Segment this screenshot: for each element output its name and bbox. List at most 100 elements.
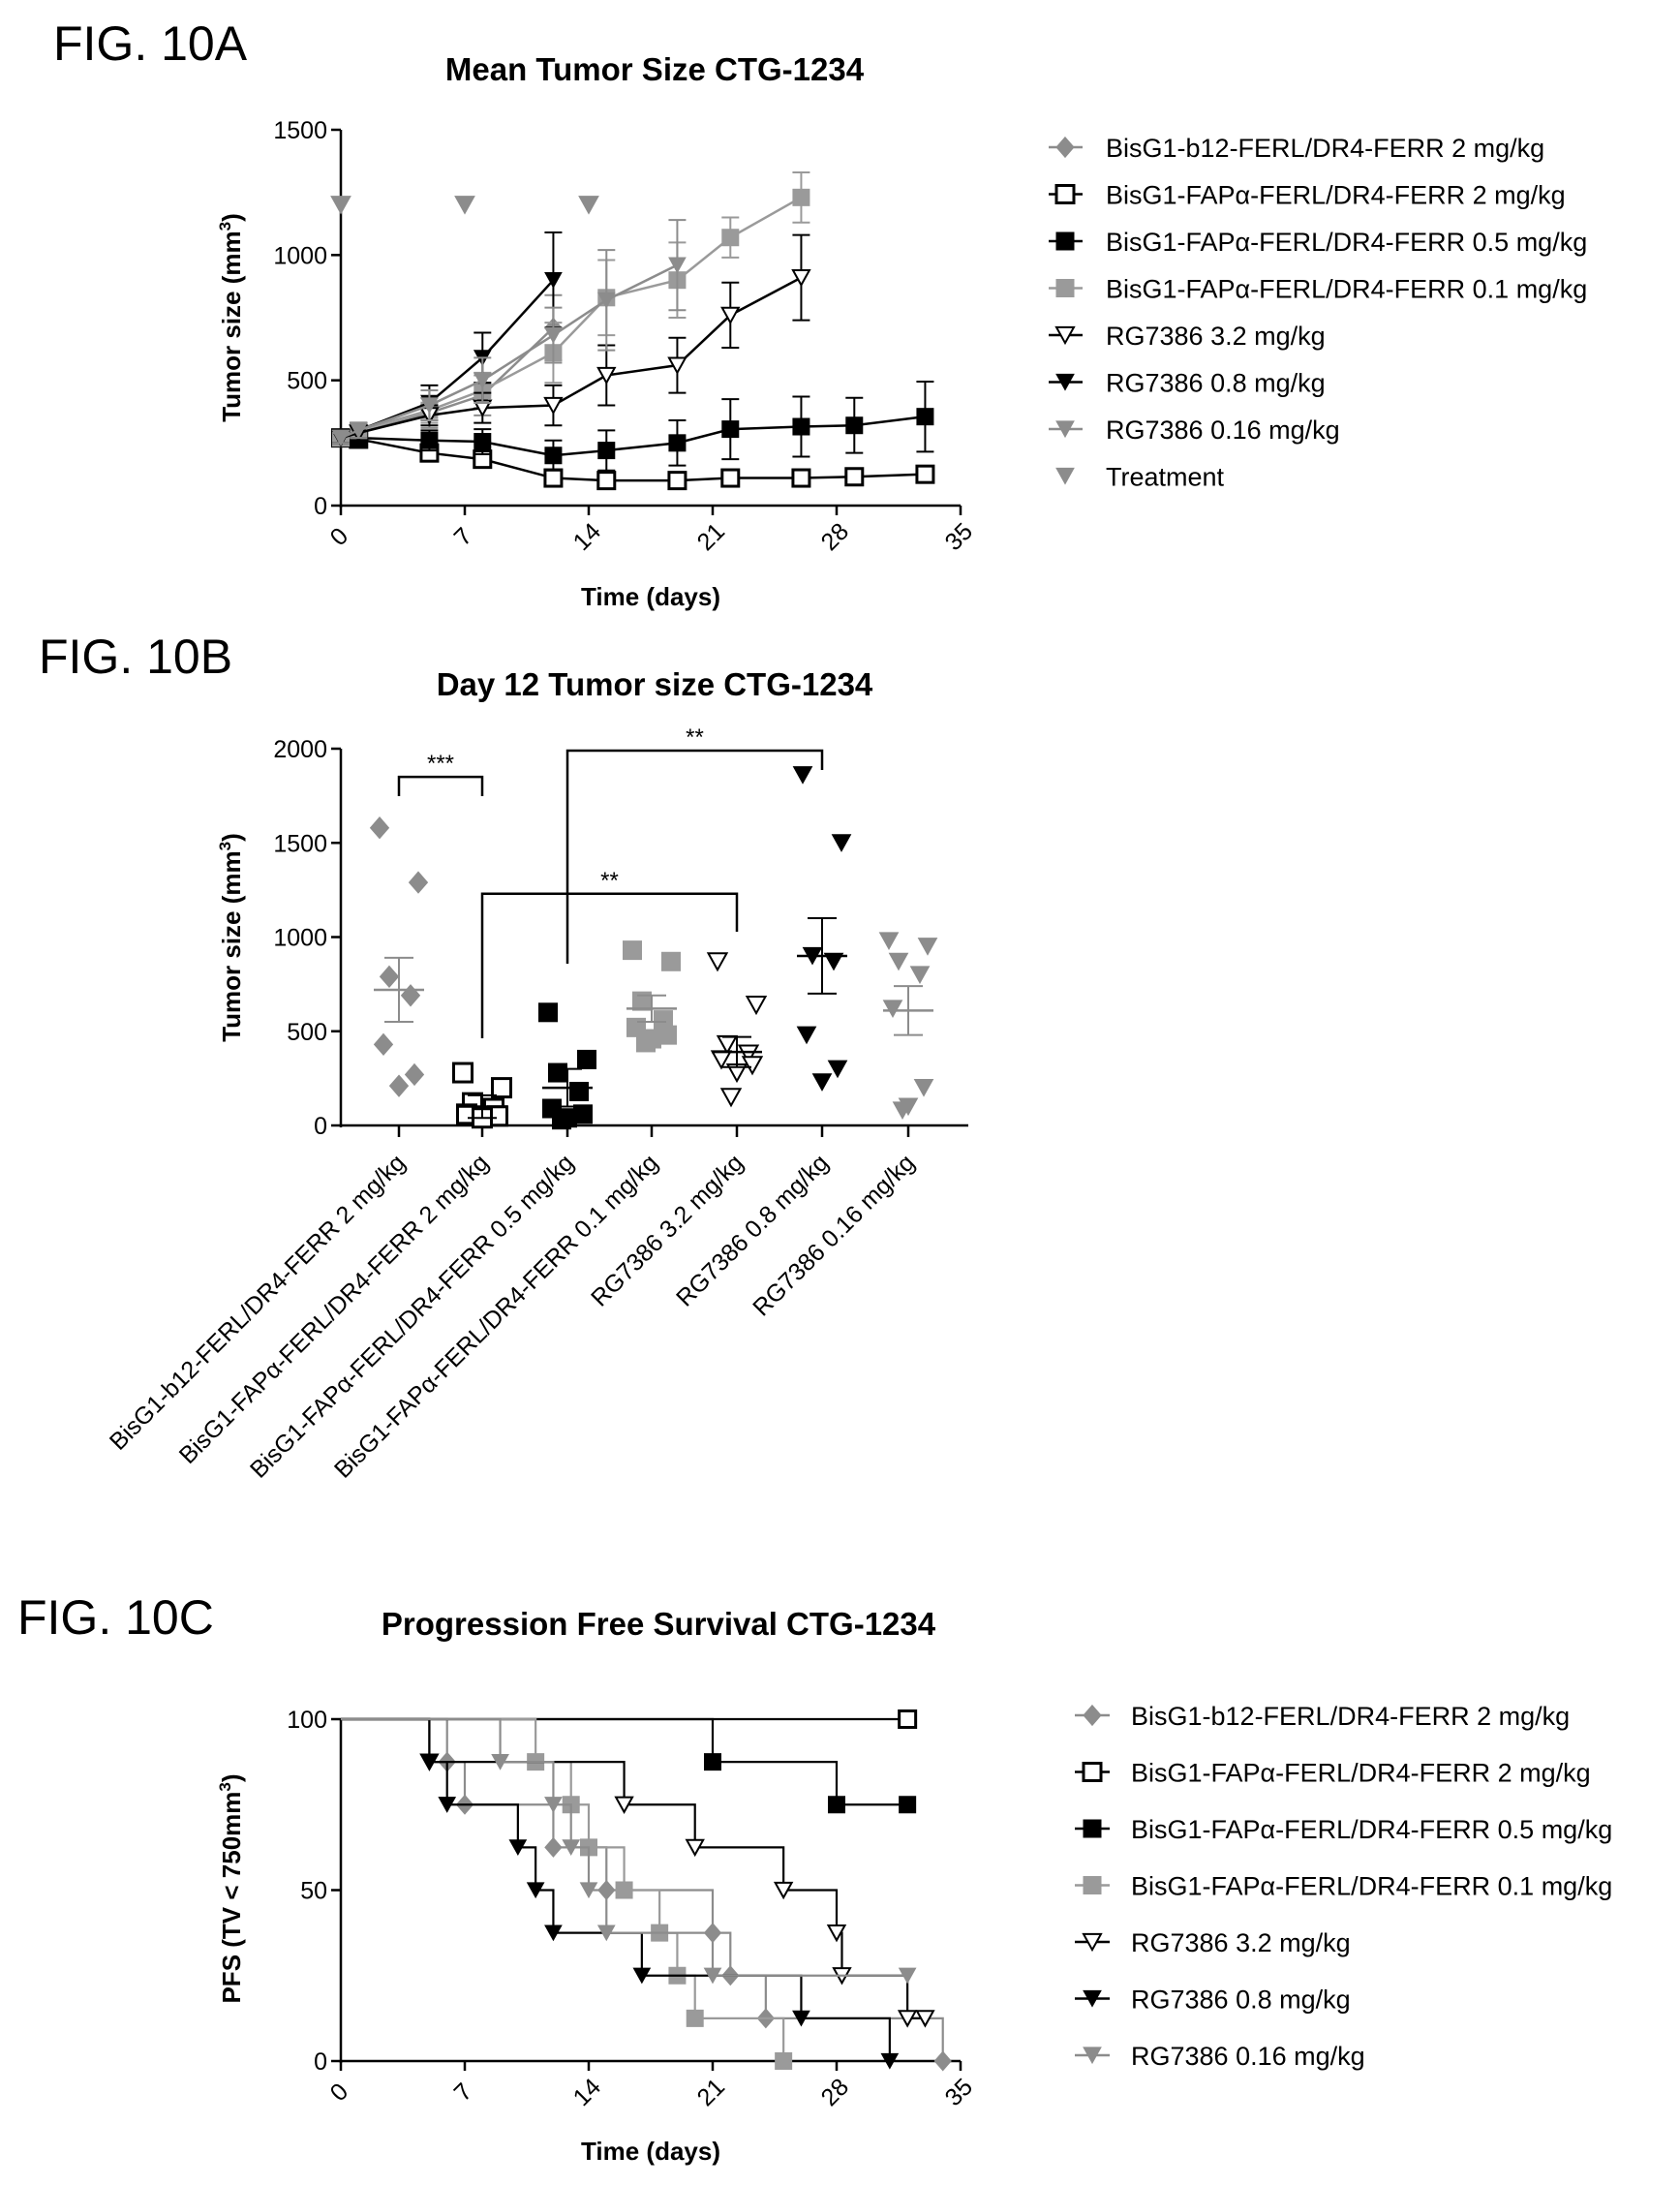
data-point (915, 464, 935, 484)
x-tick-label: 7 (449, 2078, 478, 2108)
legend-item: RG7386 3.2 mg/kg (1049, 322, 1326, 351)
legend-label: RG7386 0.8 mg/kg (1106, 369, 1326, 398)
data-point (596, 292, 616, 309)
x-tick-label: 35 (940, 2074, 978, 2111)
data-point (596, 366, 617, 385)
legend-label: BisG1-FAPα-FERL/DR4-FERR 2 mg/kg (1106, 181, 1566, 210)
data-point (892, 1101, 913, 1121)
data-point (720, 468, 741, 488)
legend-marker (1083, 1704, 1102, 1727)
legend-marker (1083, 1819, 1102, 1838)
y-tick-label: 100 (287, 1707, 327, 1734)
chart-a-xlabel: Time (days) (581, 582, 720, 611)
event-marker (933, 2050, 952, 2072)
data-point (623, 940, 642, 961)
event-marker (596, 1924, 616, 1942)
data-point (745, 995, 768, 1016)
event-marker (544, 1797, 563, 1813)
bracket-line (480, 892, 739, 1038)
legend-label: BisG1-b12-FERL/DR4-FERR 2 mg/kg (1131, 1702, 1570, 1731)
data-point (569, 1081, 589, 1101)
event-marker (792, 2010, 810, 2027)
legend-item: RG7386 0.8 mg/kg (1075, 1986, 1351, 2015)
data-point (811, 1073, 833, 1092)
data-point (408, 871, 429, 894)
event-marker (703, 1967, 722, 1985)
data-point (543, 468, 564, 488)
series-c-5 (341, 1717, 900, 2070)
data-point (741, 1056, 764, 1076)
category-label: RG7386 0.8 mg/kg (671, 1149, 834, 1311)
event-marker (898, 1709, 918, 1729)
legend-item: BisG1-b12-FERL/DR4-FERR 2 mg/kg (1075, 1702, 1570, 1731)
chart-c-ylabel: PFS (TV < 750mm3) (216, 1773, 246, 2003)
significance-label: *** (427, 751, 454, 777)
legend-marker (1055, 279, 1075, 297)
data-point (796, 1026, 817, 1045)
legend-item: Treatment (1055, 463, 1225, 492)
data-point (845, 416, 864, 435)
legend-marker (1082, 1762, 1103, 1782)
data-point (916, 408, 934, 426)
data-point (473, 372, 492, 389)
x-tick-label: 28 (816, 518, 854, 556)
data-point (388, 1074, 410, 1097)
x-tick-label: 14 (568, 518, 607, 557)
y-tick-label: 500 (287, 1019, 327, 1046)
survival-step-line (341, 1717, 908, 1806)
treatment-marker (330, 196, 351, 215)
legend-label: RG7386 0.16 mg/kg (1131, 2042, 1365, 2071)
y-tick-label: 50 (300, 1878, 327, 1905)
y-tick-label: 1000 (273, 242, 327, 269)
legend-marker (1055, 467, 1075, 485)
data-point (668, 257, 687, 274)
data-point (882, 1000, 903, 1018)
data-point (827, 1060, 848, 1079)
x-tick-label: 35 (940, 518, 978, 556)
data-point (452, 1062, 473, 1084)
legend-item: BisG1-FAPα-FERL/DR4-FERR 0.1 mg/kg (1049, 275, 1587, 304)
significance-bracket: ** (480, 868, 739, 1038)
legend-item: BisG1-FAPα-FERL/DR4-FERR 0.5 mg/kg (1075, 1815, 1612, 1844)
legend-marker (1054, 325, 1076, 346)
series-line (340, 326, 555, 440)
data-point (538, 1002, 558, 1023)
legend-item: BisG1-FAPα-FERL/DR4-FERR 0.5 mg/kg (1049, 228, 1587, 257)
y-tick-label: 0 (314, 2048, 327, 2076)
event-marker (685, 1838, 705, 1858)
group-6: RG7386 0.16 mg/kg (748, 932, 938, 1321)
event-marker (614, 1796, 634, 1814)
event-marker (898, 1967, 917, 1985)
event-marker (491, 1753, 509, 1770)
legend-marker (1055, 136, 1075, 159)
legend-label: BisG1-FAPα-FERL/DR4-FERR 0.1 mg/kg (1106, 275, 1587, 304)
data-point (668, 434, 687, 452)
y-tick-label: 1500 (273, 117, 327, 144)
event-marker (880, 2052, 900, 2070)
data-point (878, 932, 900, 950)
legend-marker (1054, 184, 1076, 204)
bracket-line (565, 749, 824, 964)
data-point (888, 952, 909, 971)
legend-item: RG7386 0.16 mg/kg (1049, 416, 1340, 445)
data-point (661, 951, 681, 971)
y-tick-label: 1500 (273, 830, 327, 857)
significance-label: ** (600, 868, 619, 894)
x-tick-label: 0 (325, 2078, 354, 2108)
y-tick-label: 1000 (273, 925, 327, 952)
event-marker (562, 1839, 581, 1857)
data-point (913, 1079, 934, 1097)
legend-label: BisG1-FAPα-FERL/DR4-FERR 0.1 mg/kg (1131, 1872, 1612, 1901)
data-point (373, 1032, 394, 1057)
legend-item: BisG1-FAPα-FERL/DR4-FERR 0.1 mg/kg (1075, 1872, 1612, 1901)
data-point (716, 1034, 739, 1055)
legend-label: BisG1-FAPα-FERL/DR4-FERR 0.5 mg/kg (1131, 1815, 1612, 1844)
data-point (667, 356, 687, 375)
data-point (420, 397, 439, 415)
data-point (831, 834, 852, 852)
chart-a-mean-tumor-size: 0 7 14 21 28 35 0 500 1000 1500 Time (days) Tumor s… (216, 117, 1587, 611)
legend-item: RG7386 0.8 mg/kg (1049, 369, 1326, 398)
data-point (737, 1044, 760, 1064)
x-tick-label: 0 (325, 523, 354, 552)
event-marker (828, 1796, 845, 1814)
